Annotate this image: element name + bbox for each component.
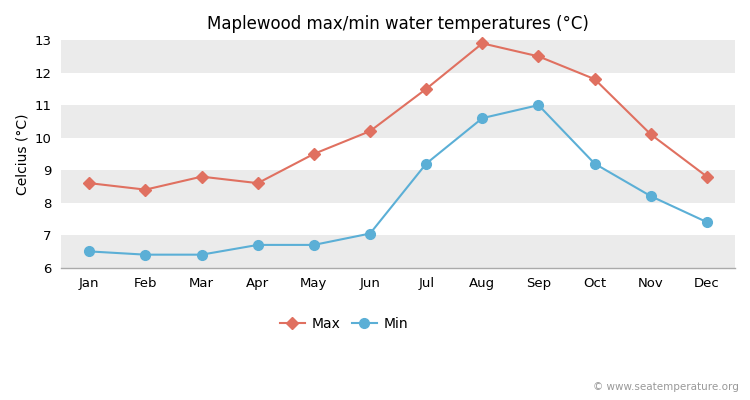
Bar [62,170,735,203]
Bar [62,203,735,235]
Min [646,194,656,198]
Min [85,249,94,254]
Max [478,41,487,46]
Max [85,181,94,186]
Bar [62,105,735,138]
Legend: Max, Min: Max, Min [274,311,414,336]
Min [534,103,543,108]
Min [141,252,150,257]
Max [590,77,599,82]
Bar [62,73,735,105]
Line: Min: Min [85,100,712,260]
Min [478,116,487,120]
Y-axis label: Celcius (°C): Celcius (°C) [15,113,29,195]
Min [197,252,206,257]
Min [590,161,599,166]
Min [422,161,430,166]
Min [365,231,374,236]
Max [310,152,319,156]
Line: Max: Max [86,39,711,194]
Min [310,242,319,247]
Max [646,132,656,137]
Bar [62,138,735,170]
Max [141,187,150,192]
Min [254,242,262,247]
Text: © www.seatemperature.org: © www.seatemperature.org [592,382,739,392]
Max [422,86,430,91]
Bar [62,40,735,73]
Max [197,174,206,179]
Min [703,220,712,224]
Max [365,129,374,134]
Max [254,181,262,186]
Max [534,54,543,59]
Max [703,174,712,179]
Title: Maplewood max/min water temperatures (°C): Maplewood max/min water temperatures (°C… [207,15,589,33]
Bar [62,235,735,268]
